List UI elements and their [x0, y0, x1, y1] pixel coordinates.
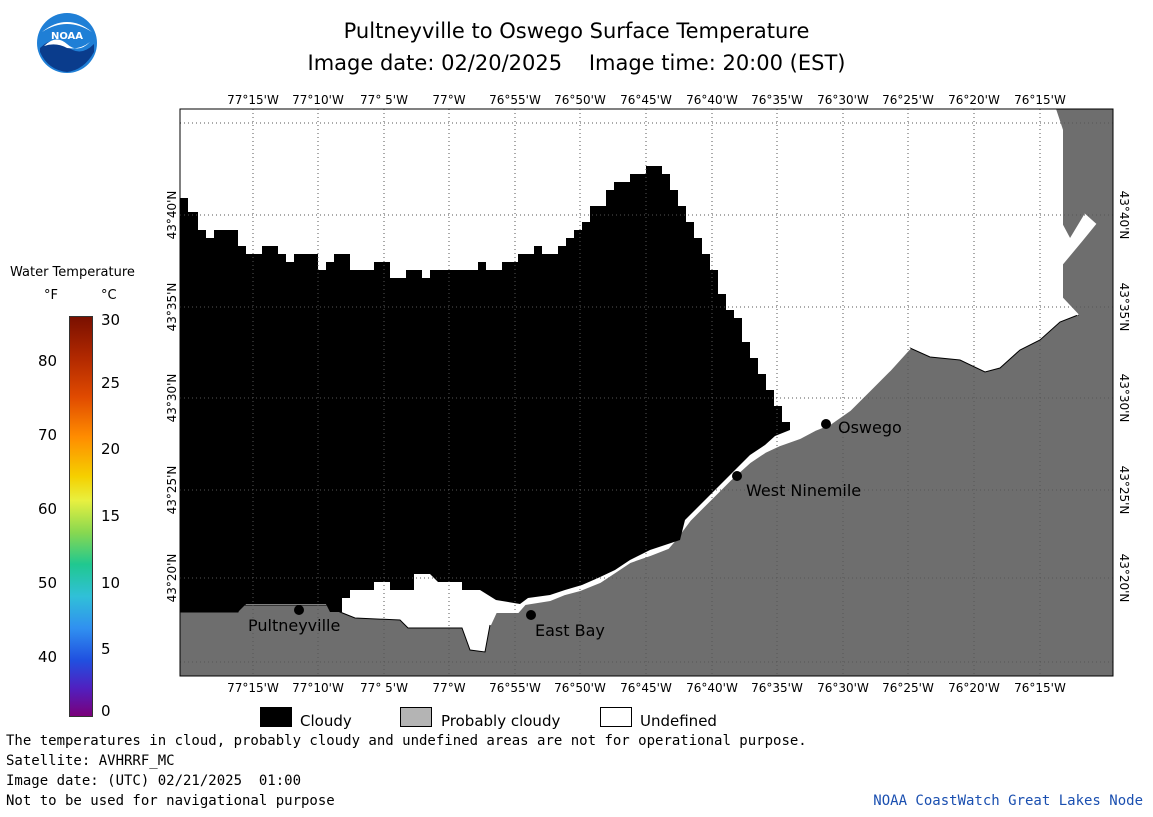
- lat-label-left: 43°30'N: [165, 374, 179, 423]
- lat-label-right: 43°20'N: [1117, 554, 1131, 603]
- temperature-colorbar: [69, 316, 93, 717]
- c-label: 10: [101, 574, 121, 592]
- f-label: 70: [38, 426, 58, 444]
- west-ninemile-marker: [732, 471, 742, 481]
- lon-label-top: 76°45'W: [620, 93, 672, 107]
- lon-label-bottom: 76°35'W: [751, 681, 803, 695]
- cloud-area: [180, 166, 790, 612]
- footer-disclaimer: The temperatures in cloud, probably clou…: [6, 733, 807, 749]
- lat-label-right: 43°30'N: [1117, 374, 1131, 423]
- f-label: 80: [38, 352, 58, 370]
- footer-credit-link[interactable]: NOAA CoastWatch Great Lakes Node: [873, 793, 1143, 809]
- oswego-marker: [821, 419, 831, 429]
- lon-label-top: 77°10'W: [292, 93, 344, 107]
- lon-label-top: 76°55'W: [489, 93, 541, 107]
- footer-utc-date: Image date: (UTC) 02/21/2025 01:00: [6, 773, 302, 789]
- graticule: [180, 109, 1113, 676]
- f-label: 60: [38, 500, 58, 518]
- c-label: 0: [101, 702, 111, 720]
- lon-label-bottom: 76°30'W: [817, 681, 869, 695]
- lon-label-top: 76°25'W: [882, 93, 934, 107]
- pultneyville-marker: [294, 605, 304, 615]
- c-label: 5: [101, 640, 111, 658]
- lat-label-left: 43°25'N: [165, 466, 179, 515]
- legend-swatch-cloudy: [260, 707, 292, 727]
- lon-label-bottom: 76°50'W: [554, 681, 606, 695]
- c-label: 25: [101, 374, 121, 392]
- c-label: 20: [101, 440, 121, 458]
- east-bay-marker: [526, 610, 536, 620]
- lon-label-top: 76°15'W: [1014, 93, 1066, 107]
- legend-swatch-undefined: [600, 707, 632, 727]
- unit-celsius: °C: [101, 288, 117, 303]
- lat-label-left: 43°35'N: [165, 283, 179, 332]
- place-label-oswego: Oswego: [838, 418, 902, 437]
- lon-label-bottom: 76°25'W: [882, 681, 934, 695]
- lat-label-right: 43°40'N: [1117, 191, 1131, 240]
- logo-text: NOAA: [51, 31, 83, 42]
- lon-label-bottom: 76°55'W: [489, 681, 541, 695]
- map-subtitle: Image date: 02/20/2025 Image time: 20:00…: [307, 51, 846, 75]
- noaa-logo: NOAA: [37, 13, 97, 73]
- lon-label-top: 76°35'W: [751, 93, 803, 107]
- lon-label-top: 77° 5'W: [360, 93, 408, 107]
- east-coastline: [1054, 108, 1097, 316]
- unit-fahrenheit: °F: [44, 288, 58, 303]
- lon-label-bottom: 77° 5'W: [360, 681, 408, 695]
- lon-label-top: 76°30'W: [817, 93, 869, 107]
- place-label-west-ninemile: West Ninemile: [746, 481, 861, 500]
- footer-satellite: Satellite: AVHRRF_MC: [6, 753, 175, 769]
- lon-label-top: 77°15'W: [227, 93, 279, 107]
- legend-swatch-probably-cloudy: [400, 707, 432, 727]
- scale-title: Water Temperature: [10, 265, 135, 280]
- lon-label-bottom: 76°20'W: [948, 681, 1000, 695]
- lon-label-bottom: 77°15'W: [227, 681, 279, 695]
- lat-label-right: 43°35'N: [1117, 283, 1131, 332]
- map-title: Pultneyville to Oswego Surface Temperatu…: [343, 19, 810, 43]
- map-border: [179, 108, 1114, 677]
- legend-label-cloudy: Cloudy: [300, 712, 352, 730]
- lon-label-bottom: 76°15'W: [1014, 681, 1066, 695]
- lon-label-bottom: 77°10'W: [292, 681, 344, 695]
- place-label-east-bay: East Bay: [535, 621, 605, 640]
- footer-navigation-warning: Not to be used for navigational purpose: [6, 793, 335, 809]
- legend-label-undefined: Undefined: [640, 712, 717, 730]
- lon-label-bottom: 77°W: [432, 681, 465, 695]
- lon-label-top: 76°20'W: [948, 93, 1000, 107]
- lon-label-bottom: 76°45'W: [620, 681, 672, 695]
- c-label: 30: [101, 311, 121, 329]
- lat-label-right: 43°25'N: [1117, 466, 1131, 515]
- lon-label-top: 76°40'W: [686, 93, 738, 107]
- f-label: 40: [38, 648, 58, 666]
- c-label: 15: [101, 507, 121, 525]
- f-label: 50: [38, 574, 58, 592]
- lat-label-left: 43°40'N: [165, 191, 179, 240]
- legend-label-probably-cloudy: Probably cloudy: [441, 712, 561, 730]
- lon-label-bottom: 76°40'W: [686, 681, 738, 695]
- lon-label-top: 77°W: [432, 93, 465, 107]
- lat-label-left: 43°20'N: [165, 554, 179, 603]
- place-label-pultneyville: Pultneyville: [248, 616, 340, 635]
- lon-label-top: 76°50'W: [554, 93, 606, 107]
